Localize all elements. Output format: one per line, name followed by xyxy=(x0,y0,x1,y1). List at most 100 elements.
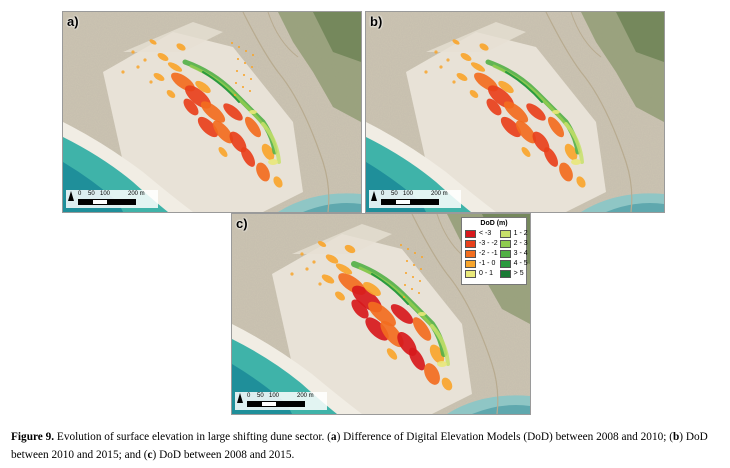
caption-text: ) Difference of Digital Elevation Models… xyxy=(336,431,673,443)
legend-swatch xyxy=(465,269,476,278)
legend-swatch xyxy=(465,239,476,248)
deposition-patch xyxy=(418,312,426,316)
scale-tick: 50 xyxy=(391,191,398,197)
scale-bar-graphic xyxy=(381,199,439,205)
panel-label: c) xyxy=(236,216,248,231)
erosion-speck xyxy=(318,282,322,286)
erosion-patch xyxy=(261,143,275,161)
erosion-speck xyxy=(403,296,405,298)
erosion-speck xyxy=(418,292,420,294)
deposition-patch xyxy=(437,361,447,367)
erosion-patch xyxy=(486,98,502,116)
track xyxy=(570,12,602,58)
scale-tick: 0 xyxy=(381,191,385,197)
erosion-speck xyxy=(421,256,423,258)
erosion-patch xyxy=(470,62,486,72)
legend-swatch xyxy=(499,269,511,278)
erosion-speck xyxy=(243,74,245,76)
track xyxy=(411,214,499,414)
scale-tick: 50 xyxy=(257,393,264,399)
scale-bar: 0 50 100 200 m xyxy=(66,190,158,208)
scale-tick: 200 m xyxy=(128,191,145,197)
aerial-map xyxy=(63,12,361,212)
legend-item: < -3 xyxy=(465,229,498,238)
erosion-speck xyxy=(420,268,422,270)
erosion-speck xyxy=(434,50,438,54)
erosion-patch xyxy=(532,131,550,153)
erosion-speck xyxy=(235,82,237,84)
erosion-patch xyxy=(335,263,353,275)
legend-item: -2 - -1 xyxy=(465,249,498,258)
deposition-ridge xyxy=(564,122,584,164)
erosion-patch xyxy=(229,131,247,153)
legend-item: -3 - -2 xyxy=(465,239,498,248)
erosion-patch xyxy=(365,317,389,341)
erosion-patch xyxy=(183,98,199,116)
erosion-patch xyxy=(256,162,270,182)
erosion-speck xyxy=(231,42,233,44)
erosion-speck xyxy=(405,272,407,274)
erosion-patch xyxy=(526,103,546,121)
erosion-speck xyxy=(236,70,238,72)
erosion-patch xyxy=(195,80,211,94)
erosion-speck xyxy=(237,58,239,60)
erosion-patch xyxy=(412,317,432,341)
erosion-speck xyxy=(412,276,414,278)
dune-sand xyxy=(292,224,392,254)
erosion-patch xyxy=(479,43,489,51)
erosion-patch xyxy=(408,347,426,371)
deposition-patch xyxy=(249,110,257,114)
track xyxy=(545,12,633,212)
dod-layer xyxy=(424,39,586,188)
legend-label: 3 - 4 xyxy=(513,250,528,257)
erosion-speck xyxy=(143,58,147,62)
erosion-patch xyxy=(273,176,283,188)
erosion-patch xyxy=(149,39,157,45)
scale-bar-graphic xyxy=(247,401,305,407)
deposition-ridge xyxy=(202,71,240,103)
erosion-speck xyxy=(234,94,236,96)
caption-part-c: c xyxy=(147,449,153,461)
legend-item: 4 - 5 xyxy=(499,259,528,268)
erosion-speck xyxy=(251,66,253,68)
legend-swatch xyxy=(499,249,511,258)
scale-tick: 200 m xyxy=(431,191,448,197)
caption-part-a: a xyxy=(330,431,337,443)
erosion-patch xyxy=(321,274,335,284)
erosion-patch xyxy=(498,80,514,94)
figure-label: Figure 9. xyxy=(11,431,55,443)
caption-text: ) DoD between 2008 and 2015. xyxy=(152,449,295,461)
legend-swatch xyxy=(499,259,511,268)
erosion-patch xyxy=(469,90,479,98)
map-panel-b: b) 0 50 100 200 m xyxy=(365,11,665,213)
field-area xyxy=(313,12,361,62)
scale-tick: 200 m xyxy=(297,393,314,399)
legend-label: 1 - 2 xyxy=(513,230,528,237)
north-arrow-icon xyxy=(68,191,74,201)
erosion-patch xyxy=(547,116,565,138)
erosion-speck xyxy=(439,65,443,69)
dune-sand xyxy=(426,22,526,52)
erosion-patch xyxy=(241,147,255,167)
caption-text: ) DoD between 2010 and 2015; and ( xyxy=(11,431,708,461)
legend-label: -2 - -1 xyxy=(479,250,498,257)
legend-swatch xyxy=(499,229,511,238)
deposition-ridge xyxy=(505,71,543,103)
legend-item: -1 - 0 xyxy=(465,259,498,268)
erosion-patch xyxy=(157,53,169,61)
legend-label: 4 - 5 xyxy=(513,260,528,267)
scale-tick: 50 xyxy=(88,191,95,197)
legend-label: 2 - 3 xyxy=(513,240,528,247)
erosion-patch xyxy=(559,162,573,182)
panel-label: a) xyxy=(67,14,79,29)
deposition-ridge xyxy=(430,324,450,366)
legend-label: < -3 xyxy=(479,230,492,237)
erosion-speck xyxy=(290,272,294,276)
erosion-patch xyxy=(386,348,398,360)
aerial-map xyxy=(366,12,664,212)
erosion-patch xyxy=(452,39,460,45)
deposition-patch xyxy=(571,159,581,165)
erosion-patch xyxy=(424,363,440,385)
erosion-speck xyxy=(149,80,153,84)
erosion-patch xyxy=(500,116,522,138)
